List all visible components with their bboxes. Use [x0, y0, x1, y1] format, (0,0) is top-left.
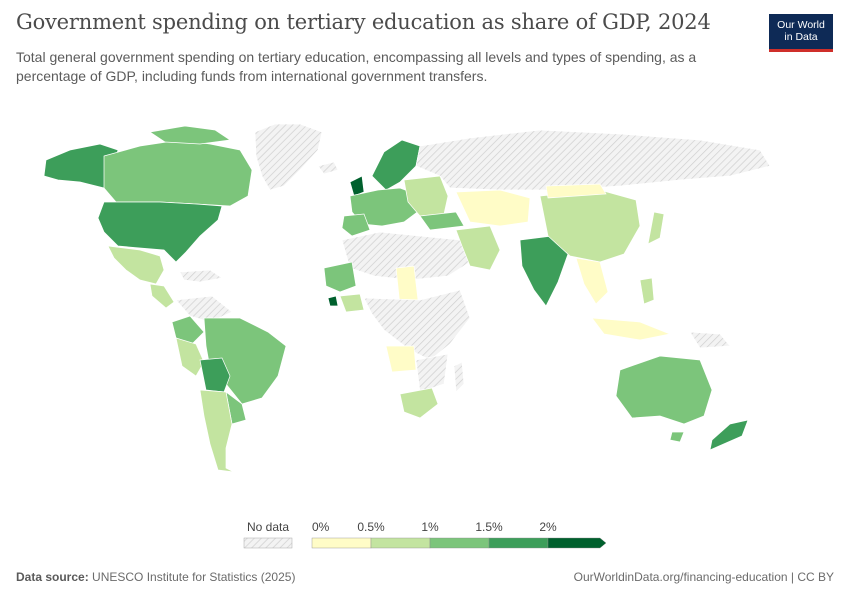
legend-tick-label: 0%: [312, 520, 330, 534]
chart-subtitle: Total general government spending on ter…: [16, 49, 697, 84]
data-source-name[interactable]: UNESCO Institute for Statistics (2025): [92, 570, 296, 584]
region-west-africa[interactable]: [323, 261, 357, 293]
region-caribbean[interactable]: [179, 269, 223, 283]
region-middle-east[interactable]: [455, 225, 501, 271]
region-central-africa[interactable]: [363, 289, 471, 361]
region-iceland[interactable]: [317, 161, 339, 175]
region-canada[interactable]: [103, 139, 253, 207]
legend-tick-label: 0.5%: [357, 520, 385, 534]
region-new-zealand[interactable]: [709, 419, 749, 451]
region-madagascar[interactable]: [453, 361, 465, 393]
logo-line-1: Our World: [777, 19, 825, 31]
owid-logo[interactable]: Our World in Data: [769, 14, 833, 52]
legend-tick-label: 2%: [539, 520, 557, 534]
region-australia[interactable]: [615, 355, 713, 425]
region-mexico[interactable]: [107, 245, 165, 285]
region-southeast-asia[interactable]: [575, 257, 609, 305]
legend-no-data-label: No data: [247, 520, 289, 534]
region-indonesia[interactable]: [591, 317, 672, 341]
legend-bin-4[interactable]: [547, 537, 607, 549]
legend-tick-label: 1.5%: [475, 520, 503, 534]
world-map: [43, 123, 771, 473]
region-ghana[interactable]: [339, 293, 365, 313]
region-iberia[interactable]: [341, 213, 371, 237]
legend-bin-0[interactable]: [311, 537, 372, 549]
logo-line-2: in Data: [784, 30, 818, 43]
region-central-america[interactable]: [149, 283, 175, 309]
region-south-africa[interactable]: [399, 387, 439, 419]
legend-bin-3[interactable]: [488, 537, 549, 549]
region-central-asia[interactable]: [455, 189, 531, 227]
region-china[interactable]: [539, 189, 641, 263]
region-southern-africa[interactable]: [415, 353, 449, 393]
region-venezuela[interactable]: [175, 295, 233, 323]
legend-bin-1[interactable]: [370, 537, 431, 549]
region-turkey[interactable]: [419, 211, 465, 231]
region-russia[interactable]: [415, 129, 771, 191]
region-greenland[interactable]: [254, 123, 323, 191]
region-philippines[interactable]: [639, 277, 655, 305]
region-north-africa[interactable]: [341, 231, 471, 281]
region-png[interactable]: [689, 331, 731, 349]
region-japan[interactable]: [647, 211, 665, 245]
region-canada-islands[interactable]: [149, 125, 231, 145]
region-sierra-leone[interactable]: [327, 295, 339, 307]
region-mongolia[interactable]: [545, 183, 607, 199]
legend-tick-label: 1%: [421, 520, 439, 534]
source-url[interactable]: OurWorldinData.org/financing-education |…: [573, 570, 834, 584]
region-bolivia[interactable]: [199, 357, 231, 393]
region-uk[interactable]: [349, 175, 365, 197]
region-usa[interactable]: [97, 201, 223, 263]
region-tasmania[interactable]: [669, 431, 685, 443]
legend-no-data-swatch[interactable]: [243, 537, 293, 549]
region-argentina[interactable]: [199, 389, 235, 473]
legend-bin-2[interactable]: [429, 537, 490, 549]
map-legend: No data 0% 0.5% 1% 1.5% 2%: [243, 520, 607, 549]
chart-title: Government spending on tertiary educatio…: [16, 10, 711, 34]
data-source-label: Data source:: [16, 570, 89, 584]
data-source: Data source: UNESCO Institute for Statis…: [16, 570, 295, 584]
region-colombia[interactable]: [171, 315, 205, 345]
region-angola[interactable]: [385, 345, 417, 373]
region-peru[interactable]: [175, 337, 205, 377]
